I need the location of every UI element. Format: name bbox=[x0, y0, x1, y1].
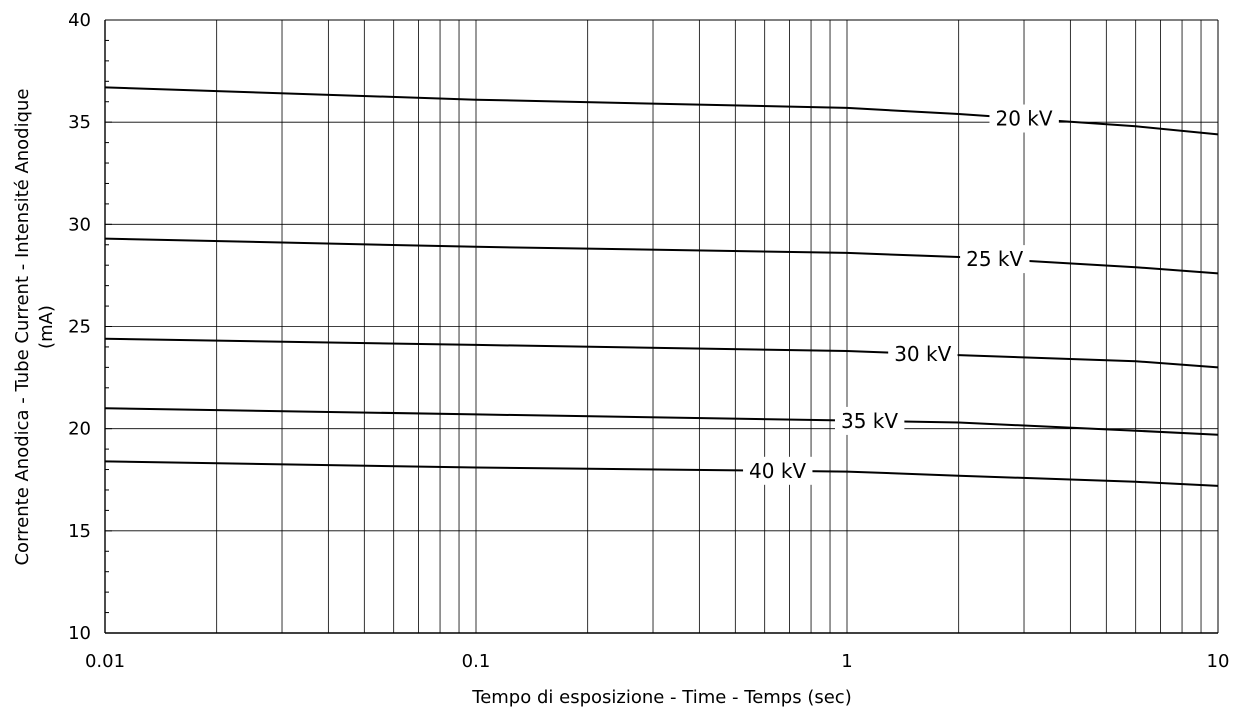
x-tick-label: 1 bbox=[841, 651, 852, 672]
y-tick-label: 35 bbox=[68, 112, 91, 133]
series-label: 20 kV bbox=[995, 107, 1052, 131]
series-label: 40 kV bbox=[749, 459, 806, 483]
y-tick-label: 15 bbox=[68, 521, 91, 542]
y-tick-label: 30 bbox=[68, 214, 91, 235]
axes bbox=[104, 19, 1219, 634]
y-axis-title: Corrente Anodica - Tube Current - Intens… bbox=[12, 88, 33, 565]
series-labels: 20 kV 25 kV 30 kV 35 kV 40 kV bbox=[743, 104, 1059, 485]
series-line bbox=[104, 237, 1219, 275]
series-label-background bbox=[888, 339, 958, 368]
x-tick-label: 10 bbox=[1207, 651, 1230, 672]
y-axis-unit: (mA) bbox=[36, 305, 57, 349]
series-label: 25 kV bbox=[966, 247, 1023, 271]
y-tick-label: 25 bbox=[68, 317, 91, 338]
series-lines bbox=[104, 86, 1219, 487]
y-tick-label: 40 bbox=[68, 10, 91, 31]
x-tick-label: 0.01 bbox=[85, 651, 125, 672]
series-label-background bbox=[989, 104, 1059, 133]
series-line bbox=[104, 460, 1219, 487]
series-label-background bbox=[834, 406, 905, 435]
x-tick-label: 0.1 bbox=[462, 651, 491, 672]
series-label-background bbox=[960, 245, 1030, 274]
series-line bbox=[104, 337, 1219, 369]
series-label: 30 kV bbox=[894, 342, 951, 366]
series-label: 35 kV bbox=[841, 409, 898, 433]
series-line bbox=[104, 407, 1219, 436]
y-tick-label: 10 bbox=[68, 623, 91, 644]
y-tick-label: 20 bbox=[68, 419, 91, 440]
grid bbox=[105, 20, 1218, 633]
series-label-background bbox=[743, 456, 813, 485]
series-line bbox=[104, 86, 1219, 136]
x-axis-title: Tempo di esposizione - Time - Temps (sec… bbox=[471, 687, 851, 708]
tick-labels: 10 15 20 25 30 35 40 0.01 0.1 1 10 bbox=[68, 10, 1229, 672]
